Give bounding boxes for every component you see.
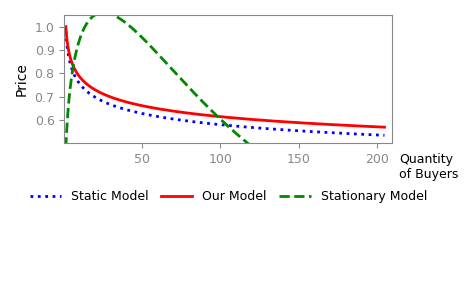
Static Model [253, 126, 258, 129]
Text: Quantity
of Buyers: Quantity of Buyers [399, 153, 458, 181]
Our Model [382, 125, 387, 129]
Our Model [63, 25, 69, 28]
Stationary Model [217, 117, 223, 120]
Stationary Model [325, 193, 330, 197]
Static Model [63, 30, 69, 33]
Our Model [236, 116, 241, 120]
Our Model [374, 125, 380, 129]
Static Model [216, 123, 222, 126]
Static Model [236, 125, 241, 128]
Static Model [324, 131, 330, 134]
Stationary Model [374, 214, 380, 217]
Stationary Model [100, 11, 106, 14]
Stationary Model [63, 146, 69, 149]
Legend: Static Model, Our Model, Stationary Model: Static Model, Our Model, Stationary Mode… [25, 185, 432, 208]
Stationary Model [253, 148, 259, 152]
Line: Stationary Model: Stationary Model [66, 13, 384, 218]
Static Model [382, 134, 387, 137]
Y-axis label: Price: Price [15, 62, 29, 96]
Line: Static Model: Static Model [66, 31, 384, 135]
Stationary Model [215, 115, 221, 118]
Stationary Model [236, 134, 242, 138]
Our Model [216, 115, 222, 118]
Static Model [214, 123, 220, 126]
Our Model [253, 118, 258, 121]
Static Model [374, 133, 380, 137]
Stationary Model [382, 216, 387, 220]
Our Model [324, 123, 330, 126]
Our Model [214, 115, 220, 118]
Line: Our Model: Our Model [66, 27, 384, 127]
